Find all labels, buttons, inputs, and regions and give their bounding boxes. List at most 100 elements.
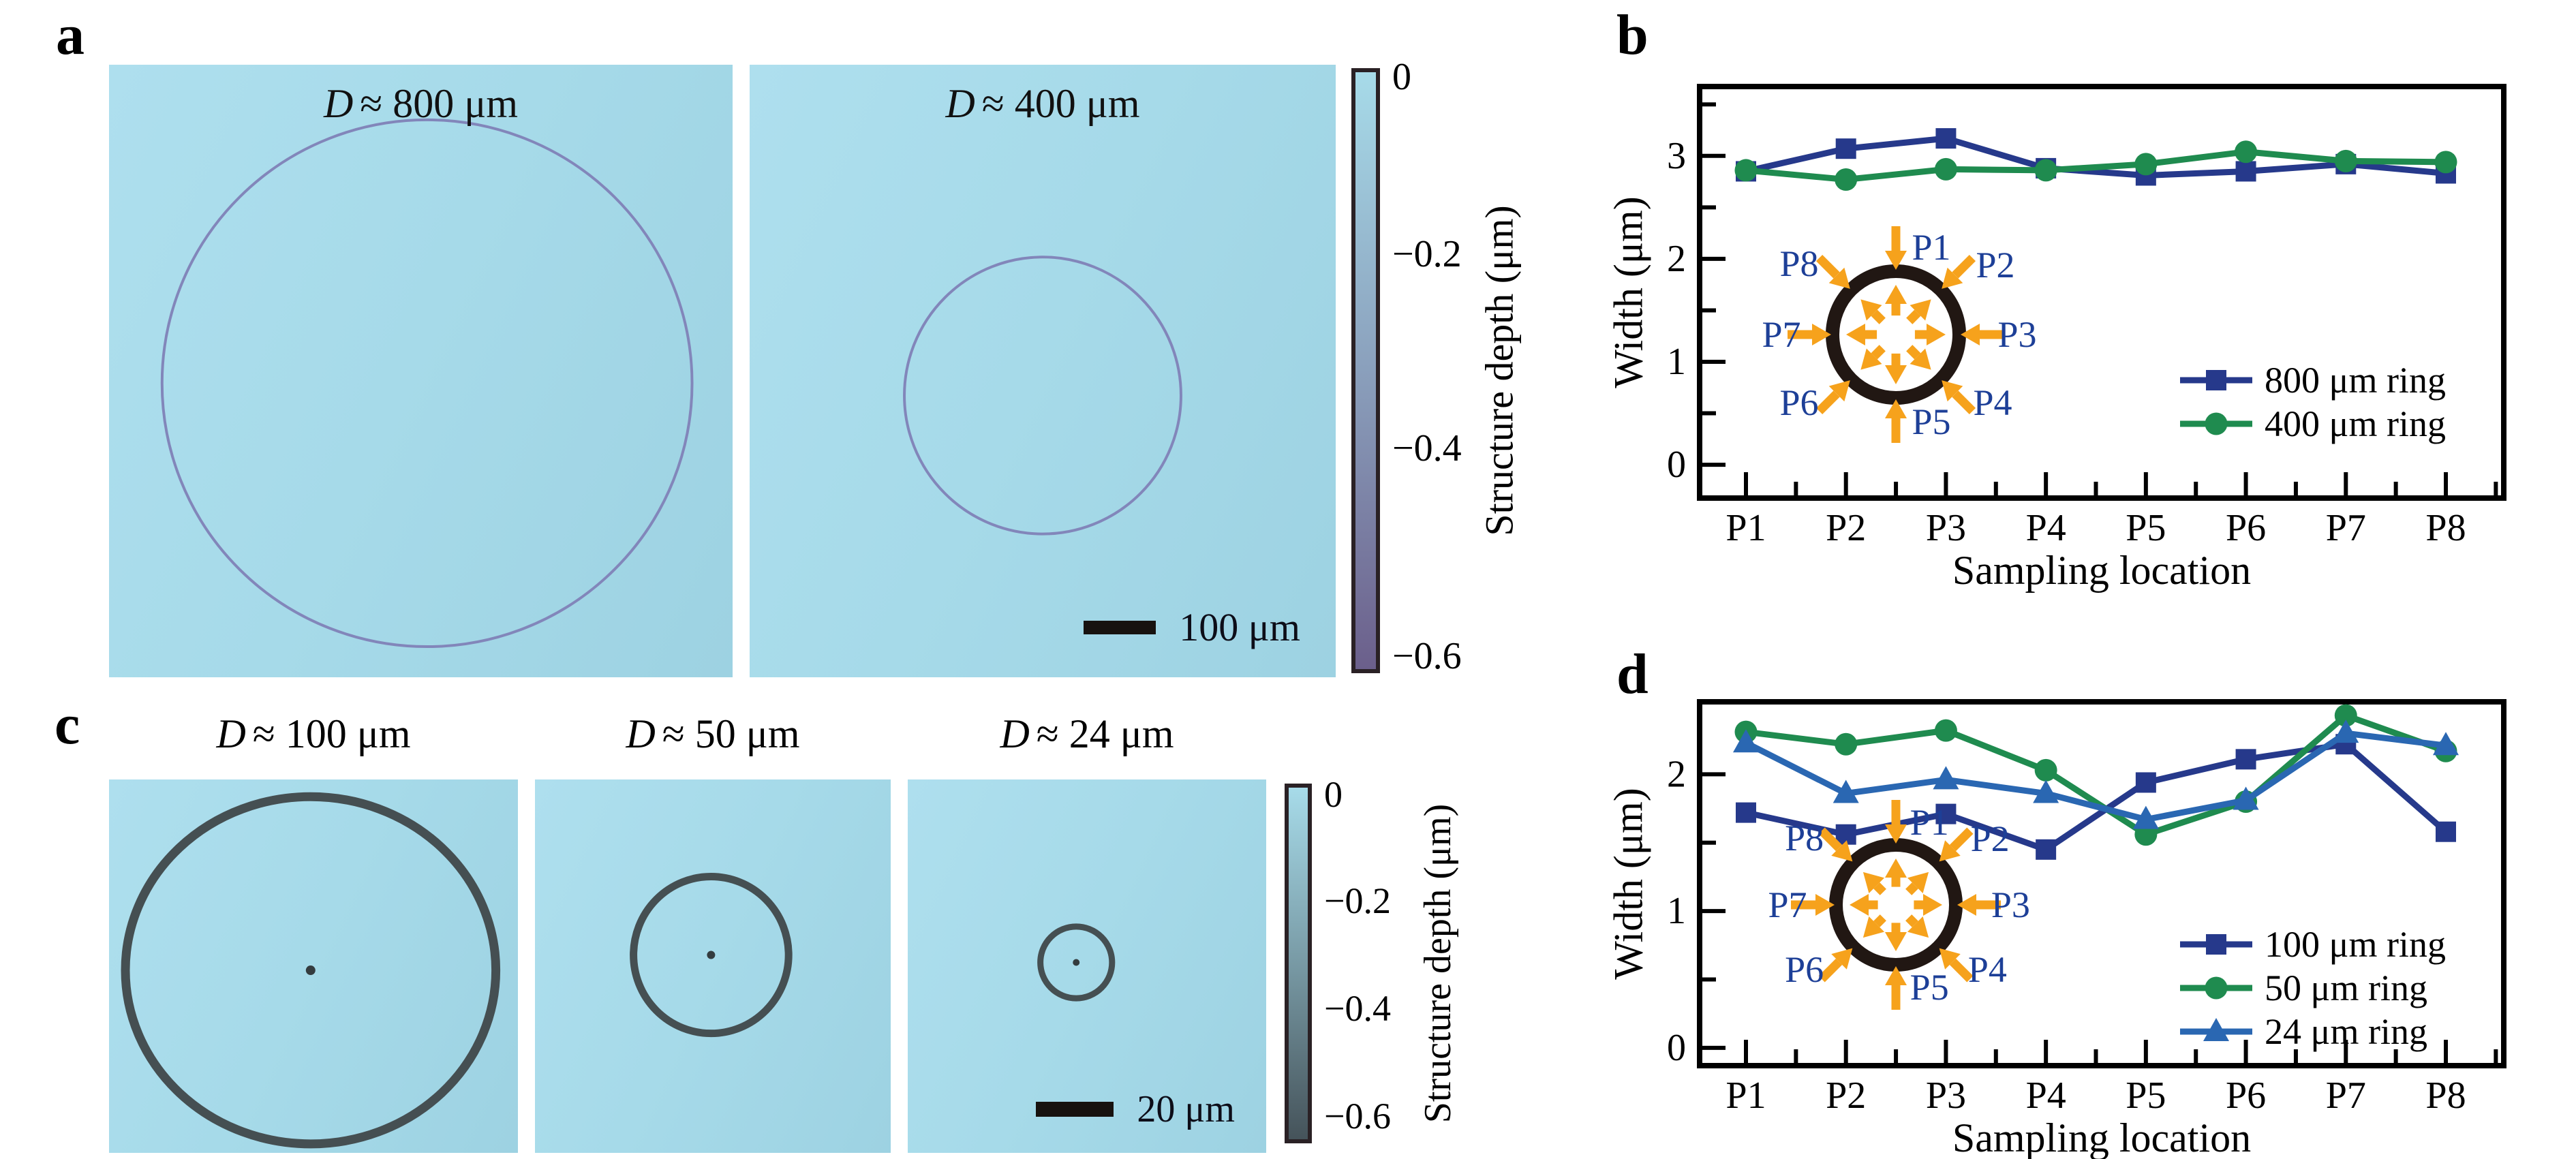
- micrograph-title: D ≈ 50 μm: [535, 711, 891, 756]
- data-point: [2333, 720, 2359, 743]
- scale-bar-line: [1084, 621, 1156, 634]
- inset-point-label: P1: [1912, 227, 1951, 268]
- center-dot: [305, 965, 316, 976]
- ring-outline: [1037, 923, 1116, 1002]
- panel-d-letter: d: [1616, 643, 1649, 706]
- title-variable: D: [626, 711, 656, 756]
- data-point: [2206, 934, 2226, 955]
- data-point: [2206, 370, 2226, 390]
- data-point: [1734, 159, 1758, 182]
- panel-b-letter: b: [1616, 3, 1649, 67]
- inset-point-label: P4: [1967, 948, 2007, 990]
- center-dot: [707, 951, 716, 959]
- x-tick-label: P8: [2425, 1075, 2466, 1117]
- series-line: [1744, 730, 2447, 823]
- data-point: [2334, 704, 2357, 727]
- title-variable: D: [216, 711, 246, 756]
- colorbar-tick-label: 0: [1392, 56, 1411, 99]
- data-point: [2205, 412, 2228, 435]
- data-point: [1935, 128, 1957, 149]
- ring-structure-image: [160, 118, 694, 649]
- arrow-head: [1939, 948, 1961, 970]
- series-line: [1745, 149, 2447, 183]
- ring-outline: [121, 792, 501, 1149]
- x-tick-label: P3: [1926, 507, 1966, 549]
- legend-item: 400 μm ring: [2179, 405, 2446, 442]
- arrow-shaft: [1871, 309, 1886, 324]
- scale-bar: 20 μm: [1036, 1090, 1235, 1128]
- legend-item: 50 μm ring: [2179, 970, 2446, 1006]
- arrow-shaft: [1952, 390, 1976, 415]
- panel-c-letter: c: [55, 693, 80, 756]
- arrow-shaft: [1815, 254, 1840, 279]
- arrow-head: [1812, 324, 1831, 345]
- data-point: [1935, 803, 1957, 824]
- data-point: [1933, 766, 1959, 790]
- legend-item: 24 μm ring: [2179, 1013, 2446, 1050]
- data-point: [1835, 168, 1858, 191]
- x-tick-label: P7: [2326, 507, 2366, 549]
- x-tick-label: P7: [2326, 1075, 2366, 1117]
- data-point: [2034, 159, 2057, 182]
- inset-point-label: P5: [1910, 967, 1949, 1008]
- arrow-head: [1885, 824, 1907, 844]
- micrograph-800um-ring: D ≈ 800 μm: [109, 65, 733, 677]
- y-tick-label: 3: [1667, 135, 1686, 177]
- title-variable: D: [1000, 711, 1030, 756]
- data-point: [1934, 719, 1957, 742]
- micrograph-400um-ring: D ≈ 400 μm 100 μm: [750, 65, 1336, 677]
- ring-structure-image: [1037, 923, 1116, 1002]
- arrow-shaft: [1818, 958, 1843, 983]
- inset-point-label: P2: [1976, 245, 2015, 285]
- arrow-shaft: [1905, 914, 1918, 927]
- colorbar-tick-label: −0.4: [1324, 988, 1391, 1029]
- x-tick-label: P5: [2126, 1075, 2166, 1117]
- data-point: [2235, 749, 2256, 770]
- data-point: [2235, 140, 2258, 164]
- data-point: [2235, 161, 2256, 182]
- plot-area: 0 1 2 3 P1 P2 P3 P4 P5 P6 P7 P8: [1667, 84, 2506, 549]
- micrograph-title: D ≈ 400 μm: [750, 81, 1336, 126]
- colorbar-gradient: [1285, 784, 1312, 1143]
- colorbar-gradient: [1351, 68, 1380, 673]
- data-point: [1733, 729, 1759, 753]
- arrow-shaft: [1873, 914, 1886, 927]
- y-axis-label: Width (μm): [1606, 788, 1651, 980]
- x-tick-label: P3: [1926, 1075, 1966, 1117]
- arrow-head: [1885, 251, 1907, 270]
- y-tick-label: 0: [1667, 444, 1686, 486]
- inset-ring: [1829, 838, 1963, 972]
- legend-marker-icon: [2180, 370, 2252, 390]
- arrow-shaft: [1952, 254, 1976, 279]
- arrow-head: [1885, 932, 1907, 951]
- arrow-shaft: [1905, 882, 1918, 895]
- arrow-head: [1961, 324, 1980, 345]
- colorbar-tick-label: −0.6: [1392, 635, 1462, 678]
- inset-point-label: P5: [1912, 401, 1951, 442]
- arrow-head: [1910, 299, 1931, 321]
- legend-item: 100 μm ring: [2179, 926, 2446, 963]
- data-point: [1835, 732, 1858, 756]
- inset-point-label: P8: [1779, 243, 1819, 284]
- arrow-head: [1942, 267, 1963, 289]
- title-value: ≈ 100 μm: [252, 711, 411, 756]
- legend-item: 800 μm ring: [2179, 362, 2446, 399]
- arrow-head: [1862, 916, 1885, 938]
- inset-point-label: P6: [1785, 948, 1824, 990]
- colorbar-structure-depth-c: Structure depth (μm) 0 −0.2 −0.4 −0.6: [1285, 776, 1503, 1143]
- inset-point-label: P8: [1785, 817, 1824, 859]
- plot-frame: [1697, 699, 2506, 1068]
- title-value: ≈ 800 μm: [360, 81, 519, 126]
- arrow-head: [1885, 966, 1907, 985]
- ring-diagram-icon: [1788, 226, 2004, 443]
- title-value: ≈ 50 μm: [662, 711, 800, 756]
- arrow-head: [1907, 916, 1929, 938]
- arrow-head: [1815, 894, 1835, 916]
- data-point: [2433, 732, 2459, 756]
- scale-bar: 100 μm: [1084, 608, 1300, 647]
- x-tick-label: P2: [1826, 507, 1866, 549]
- arrow-shaft: [1873, 882, 1886, 895]
- arrow-shaft: [1949, 827, 1974, 852]
- arrow-head: [1907, 871, 1929, 894]
